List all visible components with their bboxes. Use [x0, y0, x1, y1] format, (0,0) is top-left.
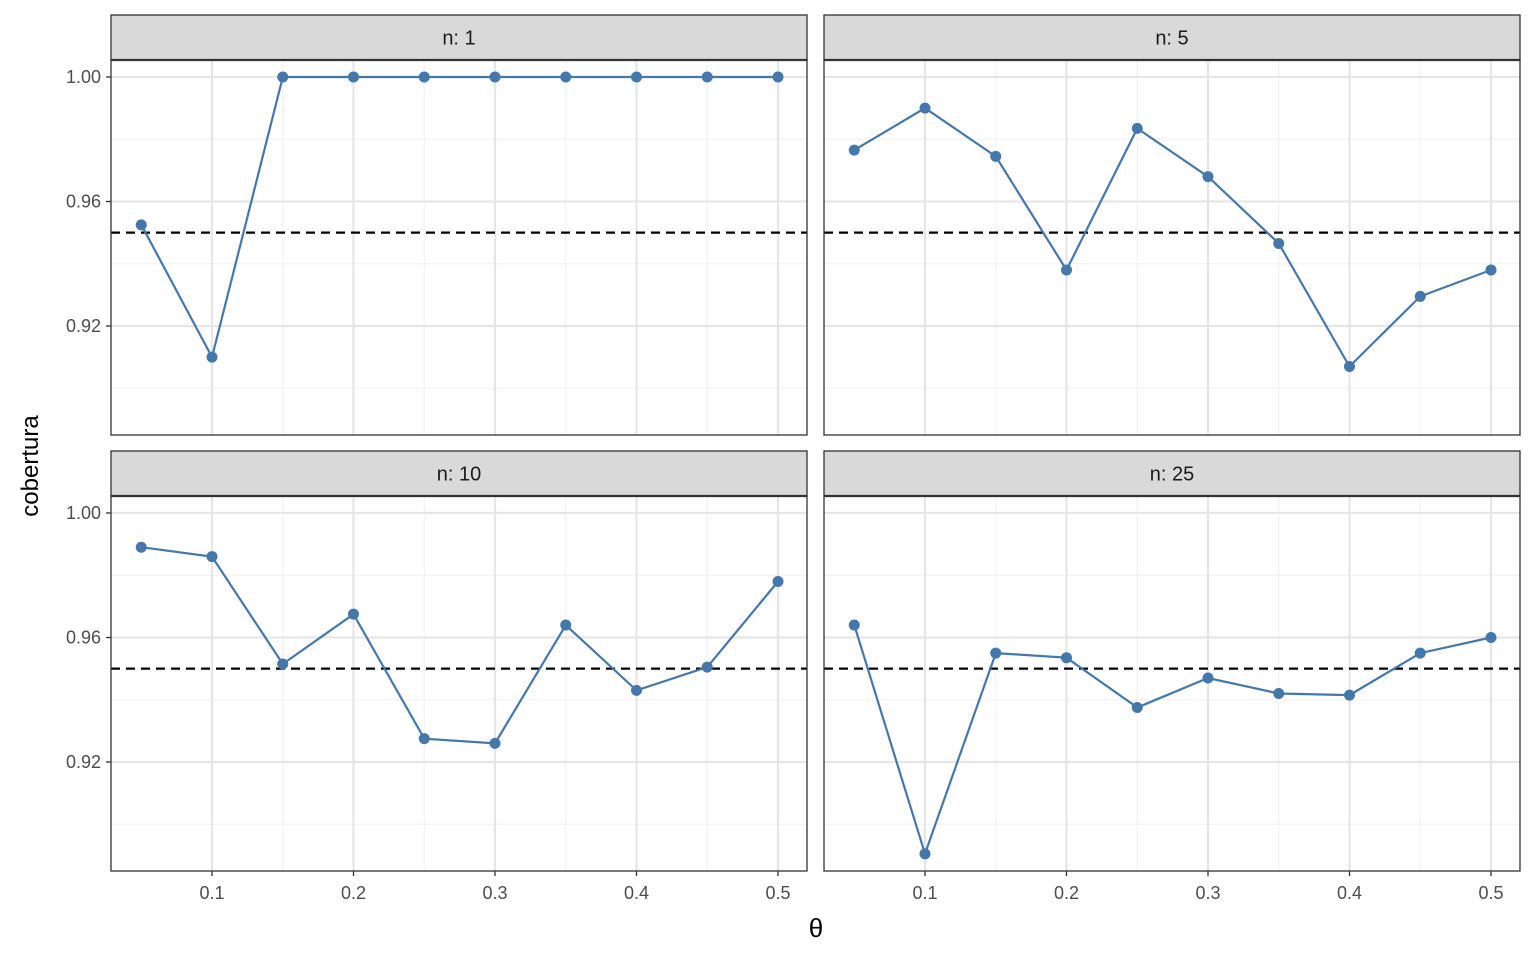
- data-point: [489, 737, 501, 749]
- y-tick-label: 1.00: [66, 67, 101, 87]
- data-point: [631, 684, 642, 696]
- data-point: [206, 551, 218, 563]
- data-point: [1061, 652, 1072, 664]
- data-point: [1344, 360, 1355, 372]
- facet-panel-4: n: 25 0.1 0.2 0.3 0.4 0.5: [823, 450, 1521, 903]
- x-tick-label: 0.3: [1195, 883, 1220, 903]
- y-tick-label: 0.96: [66, 192, 101, 212]
- data-point: [848, 144, 860, 156]
- panel-background: [824, 496, 1520, 871]
- data-point: [348, 71, 359, 83]
- x-tick-label: 0.4: [624, 883, 649, 903]
- data-point: [1344, 689, 1355, 701]
- data-point: [772, 71, 784, 83]
- facet-strip-label: n: 10: [437, 464, 481, 486]
- data-point: [1485, 264, 1497, 276]
- data-point: [1202, 672, 1214, 684]
- facet-strip: [823, 450, 1521, 497]
- facet-strip-label: n: 5: [1155, 28, 1188, 50]
- data-point: [418, 733, 430, 745]
- facet-panel-3: n: 10 1.00 0.96 0.92 0.1 0.2 0.3 0.4 0.5: [66, 450, 808, 903]
- data-point: [135, 219, 147, 231]
- panel-background: [111, 60, 807, 435]
- x-tick-label: 0.1: [199, 883, 224, 903]
- y-tick-label: 0.92: [66, 752, 101, 772]
- data-point: [135, 541, 147, 553]
- y-tick-label: 1.00: [66, 503, 101, 523]
- data-point: [348, 608, 359, 620]
- facet-strip-label: n: 25: [1150, 464, 1194, 486]
- data-point: [1131, 702, 1143, 714]
- data-point: [1485, 632, 1497, 643]
- x-tick-label: 0.4: [1337, 883, 1362, 903]
- data-point: [206, 351, 218, 363]
- facet-panel-2: n: 5: [823, 14, 1521, 436]
- y-axis-title: cobertura: [17, 415, 44, 517]
- data-point: [1273, 238, 1285, 250]
- facet-strip: [110, 450, 808, 497]
- y-tick-label: 0.92: [66, 316, 101, 336]
- data-point: [560, 71, 572, 83]
- data-point: [1414, 290, 1426, 302]
- facet-strip-label: n: 1: [442, 28, 475, 50]
- y-tick-label: 0.96: [66, 628, 101, 648]
- x-tick-label: 0.5: [1478, 883, 1503, 903]
- x-axis-title: θ: [809, 913, 823, 943]
- series-line: [853, 624, 1492, 858]
- x-tick-label: 0.3: [482, 883, 507, 903]
- data-point: [701, 661, 713, 673]
- x-tick-label: 0.5: [765, 883, 790, 903]
- data-point: [277, 71, 289, 83]
- data-point: [1061, 264, 1072, 276]
- data-point: [631, 71, 642, 83]
- data-point: [1414, 647, 1426, 659]
- data-point: [848, 619, 860, 631]
- data-point: [1202, 171, 1214, 183]
- data-point: [701, 71, 713, 83]
- facet-panel-1: n: 1 1.00 0.96 0.92: [66, 14, 808, 436]
- series-line: [853, 106, 1492, 369]
- data-point: [1131, 122, 1143, 134]
- x-tick-label: 0.1: [912, 883, 937, 903]
- data-point: [990, 647, 1002, 659]
- data-point: [489, 71, 501, 83]
- data-point: [418, 71, 430, 83]
- data-point: [990, 150, 1002, 162]
- panel-background: [111, 496, 807, 871]
- data-point: [772, 575, 784, 587]
- data-point: [1273, 688, 1285, 700]
- series-line: [141, 546, 779, 745]
- data-point: [919, 848, 931, 860]
- series-line: [140, 75, 778, 361]
- data-point: [560, 619, 572, 631]
- panel-background: [824, 60, 1520, 435]
- facet-panels: n: 1 1.00 0.96 0.92 n: 5 n: 10 1.00 0.96 0.92 0.1…: [66, 14, 1521, 903]
- x-tick-label: 0.2: [1054, 883, 1079, 903]
- data-point: [277, 658, 289, 670]
- data-point: [919, 102, 931, 114]
- x-tick-label: 0.2: [341, 883, 366, 903]
- facet-strip: [823, 14, 1521, 61]
